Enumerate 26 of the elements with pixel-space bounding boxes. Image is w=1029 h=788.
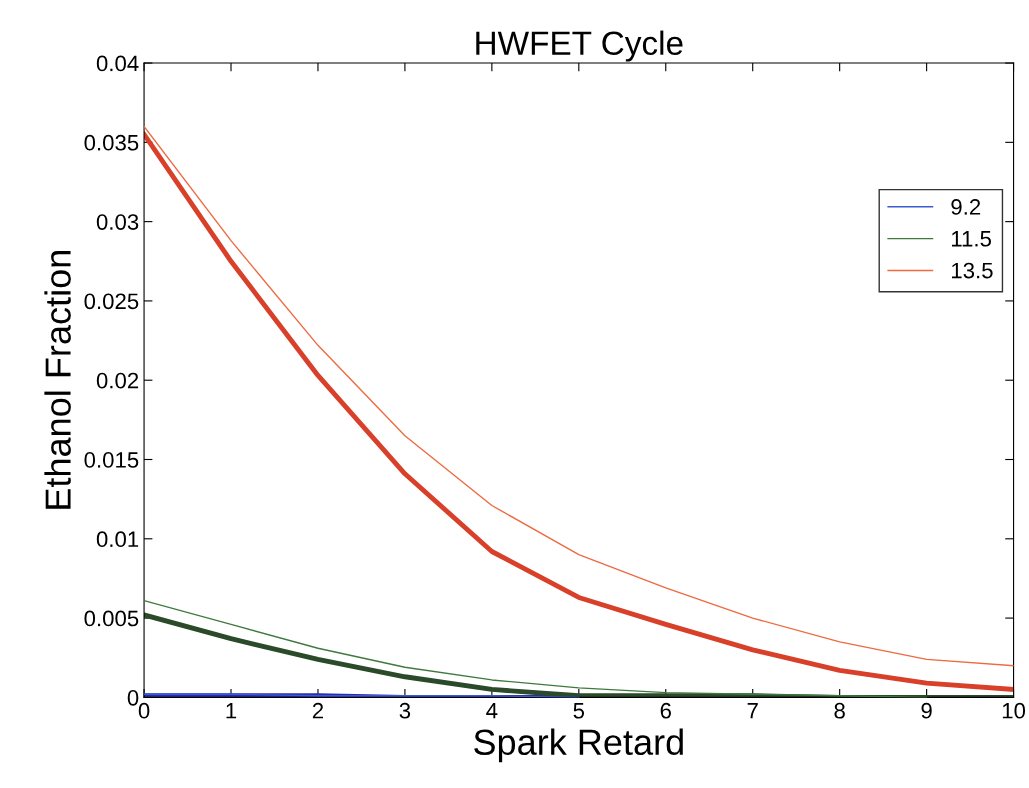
y-tick-label: 0.02 [96, 372, 139, 389]
y-tick-label: 0.035 [84, 134, 139, 151]
x-tick-label: 5 [573, 703, 585, 719]
x-tick-label: 8 [834, 702, 845, 719]
x-tick-label: 0 [138, 702, 150, 719]
chart-title: HWFET Cycle [476, 30, 683, 62]
y-tick-label: 0.015 [84, 452, 139, 468]
y-tick-label: 0.04 [96, 55, 139, 72]
legend-label: 11.5 [952, 231, 991, 247]
y-tick-label: 0.01 [96, 531, 139, 548]
x-tick-label: 6 [660, 702, 671, 719]
x-tick-label: 10 [1002, 702, 1026, 719]
x-tick-label: 1 [226, 703, 237, 719]
x-axis-title: Spark Retard [474, 728, 683, 763]
legend-label: 9.2 [951, 199, 981, 215]
x-tick-label: 3 [399, 702, 411, 719]
x-tick-label: 2 [312, 702, 324, 719]
y-tick-label: 0.025 [84, 293, 139, 310]
x-tick-label: 4 [486, 703, 498, 719]
y-tick-label: 0.03 [96, 214, 139, 230]
x-tick-label: 9 [921, 702, 932, 719]
y-axis-title: Ethanol Fraction [44, 251, 71, 509]
y-tick-label: 0.005 [84, 610, 139, 627]
x-tick-label: 7 [747, 703, 758, 719]
legend-label: 13.5 [952, 262, 993, 279]
y-tick-label: 0 [127, 689, 139, 706]
